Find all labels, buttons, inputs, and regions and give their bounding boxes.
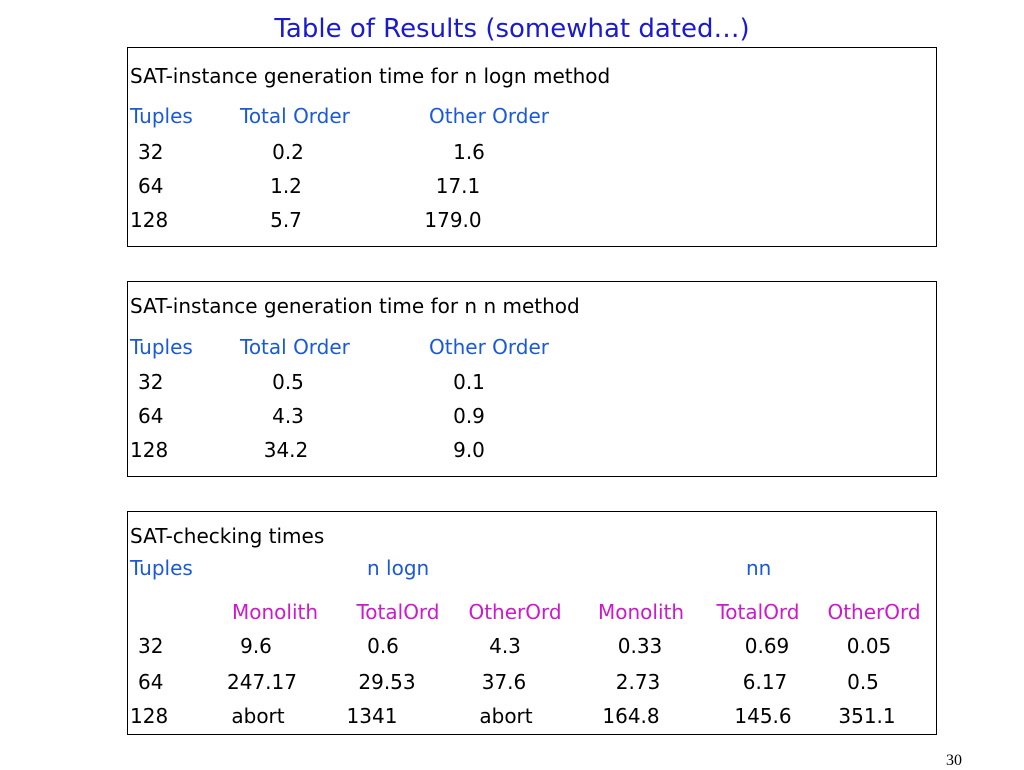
cell-nn-totalord: 0.69 [744, 634, 790, 658]
cell-nn-monolith: 164.8 [602, 704, 660, 728]
cell-tuples: 64 [138, 174, 164, 198]
header-total-order: Total Order [240, 335, 350, 359]
cell-tuples: 128 [130, 208, 169, 232]
subheader-totalord: TotalOrd [716, 600, 800, 624]
header-tuples: Tuples [130, 104, 193, 128]
table-nn-generation: SAT-instance generation time for n n met… [127, 281, 937, 477]
cell-total-order: 1.2 [270, 174, 302, 198]
subheader-monolith: Monolith [231, 600, 319, 624]
cell-nlogn-otherord: 37.6 [481, 670, 527, 694]
header-nn: nn [746, 556, 772, 580]
subheader-otherord: OtherOrd [827, 600, 921, 624]
table-nlogn-generation: SAT-instance generation time for n logn … [127, 47, 937, 247]
header-other-order: Other Order [429, 335, 549, 359]
cell-other-order: 1.6 [453, 140, 485, 164]
cell-total-order: 5.7 [270, 208, 302, 232]
cell-other-order: 9.0 [453, 438, 485, 462]
table-caption: SAT-instance generation time for n logn … [130, 64, 611, 88]
header-tuples: Tuples [130, 556, 193, 580]
cell-nlogn-monolith: abort [231, 704, 285, 728]
slide-title: Table of Results (somewhat dated…) [274, 14, 750, 44]
table-sat-checking: SAT-checking times Tuples n logn nn Mono… [127, 511, 937, 735]
header-total-order: Total Order [240, 104, 350, 128]
cell-other-order: 17.1 [435, 174, 481, 198]
cell-tuples: 64 [138, 670, 164, 694]
subheader-totalord: TotalOrd [356, 600, 440, 624]
cell-tuples: 32 [138, 370, 164, 394]
cell-other-order: 0.9 [453, 404, 485, 428]
cell-tuples: 32 [138, 634, 164, 658]
cell-nn-otherord: 0.5 [847, 670, 879, 694]
cell-nn-totalord: 145.6 [734, 704, 792, 728]
cell-tuples: 32 [138, 140, 164, 164]
cell-nlogn-totalord: 29.53 [358, 670, 416, 694]
cell-nlogn-otherord: 4.3 [489, 634, 521, 658]
cell-nlogn-totalord: 0.6 [367, 634, 399, 658]
subheader-otherord: OtherOrd [468, 600, 562, 624]
cell-total-order: 4.3 [272, 404, 304, 428]
cell-total-order: 34.2 [263, 438, 309, 462]
cell-tuples: 64 [138, 404, 164, 428]
cell-nlogn-totalord: 1341 [346, 704, 398, 728]
header-tuples: Tuples [130, 335, 193, 359]
cell-nn-otherord: 0.05 [846, 634, 892, 658]
cell-nn-otherord: 351.1 [838, 704, 896, 728]
cell-tuples: 128 [130, 438, 169, 462]
cell-nn-totalord: 6.17 [742, 670, 788, 694]
table-caption: SAT-checking times [130, 524, 325, 548]
cell-nn-monolith: 2.73 [615, 670, 661, 694]
cell-other-order: 0.1 [453, 370, 485, 394]
cell-total-order: 0.5 [272, 370, 304, 394]
cell-tuples: 128 [130, 704, 169, 728]
cell-total-order: 0.2 [272, 140, 304, 164]
cell-nlogn-monolith: 247.17 [227, 670, 297, 694]
table-caption: SAT-instance generation time for n n met… [130, 294, 580, 318]
header-n-logn: n logn [367, 556, 430, 580]
subheader-monolith: Monolith [597, 600, 685, 624]
header-other-order: Other Order [429, 104, 549, 128]
page-number: 30 [946, 752, 962, 769]
cell-other-order: 179.0 [424, 208, 482, 232]
cell-nlogn-otherord: abort [479, 704, 533, 728]
cell-nlogn-monolith: 9.6 [240, 634, 272, 658]
cell-nn-monolith: 0.33 [617, 634, 663, 658]
